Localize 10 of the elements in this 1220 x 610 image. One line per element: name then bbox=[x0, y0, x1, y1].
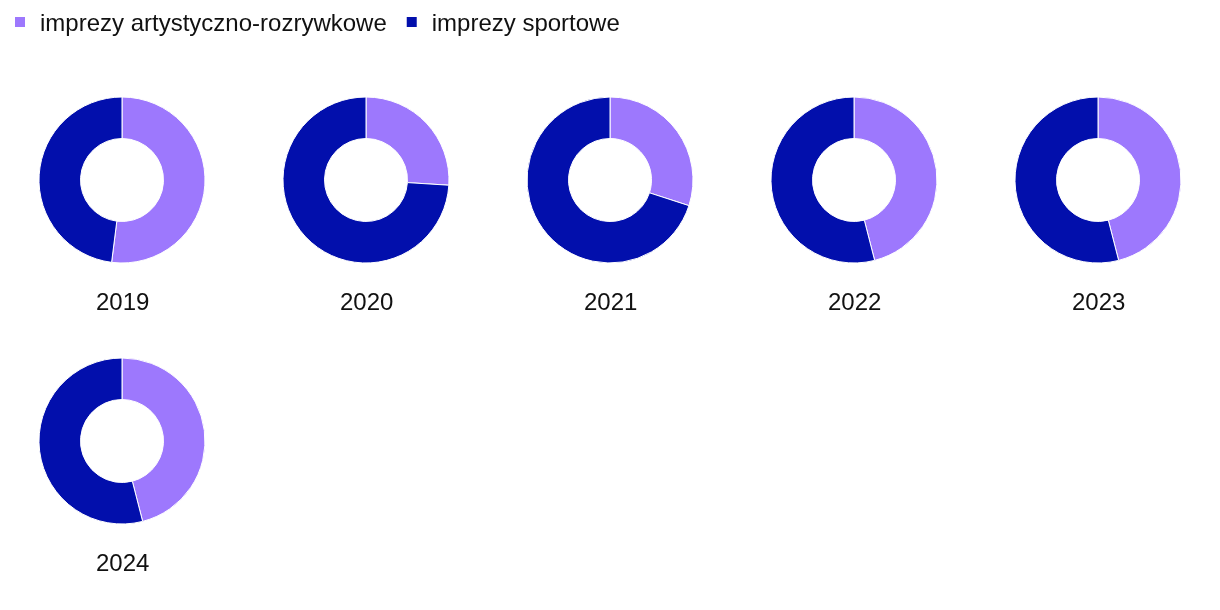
text: 2023 bbox=[1072, 288, 1126, 315]
text: 2022 bbox=[828, 288, 882, 315]
donut-slice bbox=[282, 96, 450, 264]
text: 2019 bbox=[96, 288, 150, 315]
text: 2021 bbox=[584, 288, 638, 315]
text: 2024 bbox=[96, 549, 150, 576]
legend-label: imprezy sportowe bbox=[431, 9, 620, 37]
donut-slice bbox=[526, 96, 690, 264]
text: 2020 bbox=[340, 288, 394, 315]
legend-label: imprezy artystyczno-rozrywkowe bbox=[40, 9, 387, 37]
